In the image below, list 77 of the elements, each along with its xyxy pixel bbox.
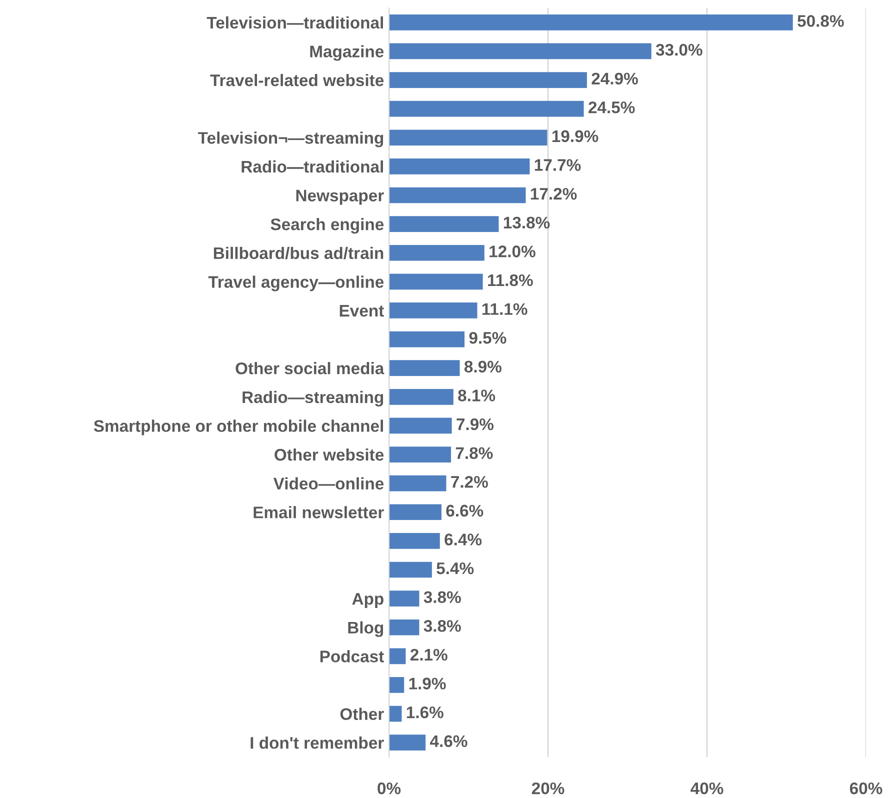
y-tick-label: Email newsletter [254, 506, 384, 518]
y-tick-label: Other social media [236, 362, 384, 374]
x-tick-label: 20% [532, 782, 564, 794]
data-label: 3.8% [424, 591, 461, 604]
bar [389, 331, 465, 348]
data-label: 19.9% [552, 130, 598, 142]
data-label: 17.7% [534, 159, 581, 171]
bar [389, 648, 406, 664]
y-tick-label: Magazine [310, 45, 384, 61]
y-tick-label: I don't remember [250, 736, 384, 749]
y-tick-label: Travel agency—online [208, 276, 384, 292]
bar [389, 158, 530, 174]
bar [389, 562, 432, 578]
data-label: 12.0% [490, 246, 536, 258]
data-label: 3.8% [424, 620, 461, 632]
data-label: 11.8% [488, 274, 533, 286]
y-tick-label: Podcast [320, 650, 384, 662]
data-label: 50.8% [798, 15, 844, 27]
bar [389, 187, 526, 204]
y-tick-label: Radio—traditional [242, 160, 383, 173]
y-tick-label: Blog [348, 621, 384, 637]
bar [389, 100, 584, 117]
bar [389, 446, 452, 462]
bar [389, 418, 452, 434]
y-tick-label: Event [340, 305, 384, 317]
data-label: 13.8% [504, 216, 550, 229]
y-tick-label: Other website [274, 448, 384, 461]
data-label: 1.9% [409, 678, 446, 690]
y-tick-label: Smartphone or other mobile channel [94, 420, 383, 436]
bar [389, 43, 652, 60]
data-label: 11.1% [482, 303, 528, 315]
y-tick-label: Video—online [273, 477, 384, 490]
bar [389, 360, 460, 376]
y-tick-label: Television¬—streaming [198, 132, 384, 148]
data-label: 7.9% [456, 418, 494, 430]
y-tick-label: Travel-related website [210, 74, 384, 86]
data-label: 8.1% [458, 390, 496, 402]
bar [389, 130, 548, 146]
y-tick-label: Billboard/bus ad/train [214, 246, 384, 260]
y-tick-label: Search engine [270, 218, 384, 234]
y-tick-label: App [352, 593, 384, 608]
data-label: 33.0% [656, 44, 702, 56]
bar [389, 388, 454, 405]
data-label: 2.1% [410, 648, 448, 661]
bar [389, 274, 483, 290]
bar [389, 216, 499, 232]
y-tick-label: Newspaper [296, 190, 384, 205]
data-label: 1.6% [406, 706, 444, 718]
data-label: 6.4% [444, 534, 482, 546]
bar [389, 734, 426, 751]
y-tick-label: Radio—streaming [242, 390, 384, 406]
y-tick-label: Other [340, 708, 384, 720]
bar [389, 533, 440, 549]
bar [389, 619, 420, 636]
bar [389, 504, 442, 520]
x-tick-label: 40% [690, 782, 724, 794]
data-label: 8.9% [464, 360, 502, 373]
data-label: 17.2% [530, 188, 577, 200]
bar [389, 302, 478, 318]
x-tick-label: 60% [850, 782, 882, 794]
data-label: 9.5% [469, 332, 506, 344]
data-label: 5.4% [436, 562, 474, 574]
bar [389, 72, 587, 88]
bar [389, 706, 402, 722]
data-label: 6.6% [446, 504, 484, 517]
bar [389, 475, 446, 492]
bar [389, 590, 420, 606]
x-tick-label: 0% [378, 782, 401, 794]
y-tick-label: Television—traditional [206, 16, 383, 29]
bar [389, 14, 793, 30]
data-label: 7.2% [451, 476, 488, 488]
data-label: 24.9% [592, 72, 638, 84]
data-label: 7.8% [456, 447, 493, 459]
bar [389, 244, 484, 261]
data-label: 4.6% [430, 735, 468, 748]
bar [389, 677, 404, 693]
data-label: 24.5% [588, 102, 635, 114]
